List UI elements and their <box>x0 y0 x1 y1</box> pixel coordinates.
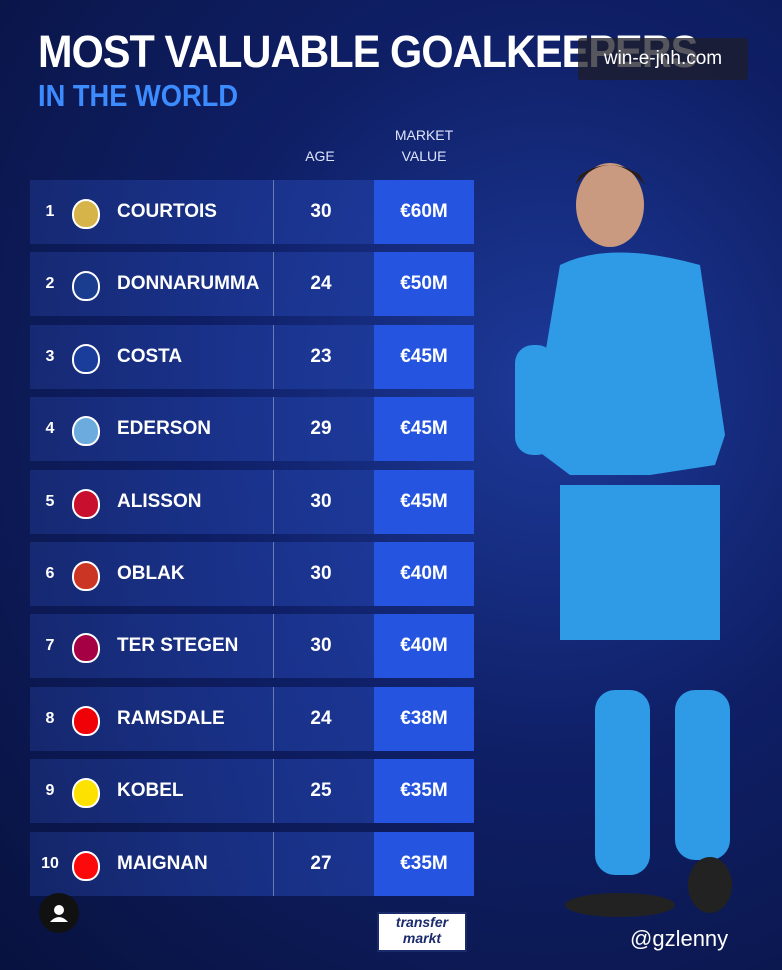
separator <box>273 397 274 462</box>
market-value: €45M <box>374 324 474 389</box>
market-value: €45M <box>374 397 474 462</box>
club-badge <box>72 561 100 591</box>
club-badge <box>72 850 100 881</box>
separator <box>273 469 274 534</box>
club-badge <box>72 199 100 229</box>
age: 24 <box>310 707 332 729</box>
player-name: ALISSON <box>117 490 202 512</box>
credit: @gzlenny <box>630 926 729 951</box>
column-header: AGE <box>305 148 335 164</box>
club-badge <box>72 705 100 736</box>
rank: 2 <box>45 275 55 293</box>
separator <box>273 180 274 244</box>
club-badge <box>72 488 100 519</box>
profile-icon <box>39 893 79 933</box>
player-name: DONNARUMMA <box>117 273 260 295</box>
table-row: 3 COSTA 23 <box>30 324 375 389</box>
age: 30 <box>310 563 332 584</box>
separator <box>273 324 274 389</box>
player-name: RAMSDALE <box>117 707 225 729</box>
table-row: 8 RAMSDALE 24 <box>30 686 375 751</box>
table-row: 2 DONNARUMMA 24 <box>30 252 375 317</box>
logo: transfer markt <box>377 912 467 952</box>
club-badge <box>72 633 100 664</box>
player-name: COSTA <box>117 345 183 367</box>
separator <box>273 759 274 824</box>
market-value: €45M <box>374 469 474 534</box>
rank: 7 <box>45 637 55 655</box>
rank: 6 <box>45 565 55 582</box>
rank: 1 <box>45 203 55 220</box>
age: 24 <box>310 273 332 295</box>
player-name: COURTOIS <box>117 201 217 222</box>
table-row: 10 MAIGNAN 27 <box>30 831 375 896</box>
market-value: €50M <box>374 252 474 317</box>
subtitle: IN THE WORLD <box>38 78 239 113</box>
table-row: 6 OBLAK 30 <box>30 542 375 606</box>
age: 23 <box>310 345 332 367</box>
table-row: 1 COURTOIS 30 <box>30 180 375 244</box>
separator <box>273 542 274 606</box>
club-badge <box>72 416 100 447</box>
age: 30 <box>310 201 332 222</box>
market-value: €35M <box>374 759 474 824</box>
age: 30 <box>310 490 332 512</box>
club-badge <box>72 343 100 374</box>
rank: 5 <box>45 492 55 510</box>
market-value: €38M <box>374 686 474 751</box>
rank: 8 <box>45 709 55 727</box>
rank: 4 <box>45 420 55 438</box>
market-value: €40M <box>374 614 474 679</box>
market-value: €35M <box>374 831 474 896</box>
player-name: OBLAK <box>117 563 185 584</box>
age: 29 <box>310 418 332 440</box>
club-badge <box>72 271 100 302</box>
market-value: €40M <box>374 542 474 606</box>
separator <box>273 252 274 317</box>
watermark: win-e-jnh.com <box>578 38 748 80</box>
age: 30 <box>310 635 332 657</box>
logo-text: markt <box>402 930 442 946</box>
table-row: 5 ALISSON 30 <box>30 469 375 534</box>
separator <box>273 614 274 679</box>
player-name: KOBEL <box>117 780 184 802</box>
age: 25 <box>310 780 332 802</box>
rank: 3 <box>45 347 55 365</box>
age: 27 <box>310 852 332 874</box>
player-name: TER STEGEN <box>117 635 239 657</box>
logo-text: transfer <box>395 914 449 930</box>
table-row: 7 TER STEGEN 30 <box>30 614 375 679</box>
table-row: 4 EDERSON 29 <box>30 397 375 462</box>
rank: 9 <box>45 782 55 800</box>
column-header: MARKET VALUE <box>394 127 454 164</box>
rank: 10 <box>41 854 59 872</box>
table-row: 9 KOBEL 25 <box>30 759 375 824</box>
market-value: €60M <box>374 180 474 244</box>
separator <box>273 831 274 896</box>
player-name: MAIGNAN <box>117 852 208 874</box>
player-name: EDERSON <box>117 418 211 440</box>
club-badge <box>72 778 100 809</box>
separator <box>273 686 274 751</box>
player-figure <box>515 163 732 917</box>
